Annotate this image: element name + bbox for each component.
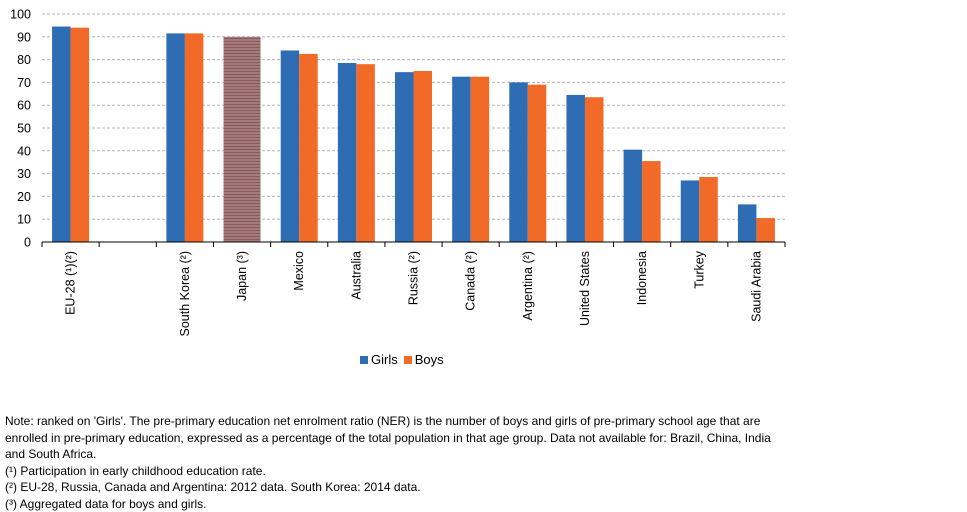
- bar-boys: [414, 71, 433, 242]
- bar-girls: [624, 150, 643, 242]
- x-axis-labels: EU-28 (¹)(²) South Korea (²) Japan (³) Mexi…: [64, 250, 764, 336]
- bar-boys: [699, 177, 718, 242]
- bar-boys: [356, 64, 375, 242]
- y-tick-label: 90: [17, 30, 31, 44]
- legend: Girls Boys: [360, 352, 450, 367]
- bar-girls: [338, 63, 357, 242]
- y-tick-label: 30: [17, 167, 31, 181]
- bar-boys: [756, 218, 775, 242]
- bar-chart: 0 10 20 30 40 50 60 70 80 90 100 EU-28 (¹)(²) South…: [0, 0, 967, 350]
- x-tick-label: Russia (²): [407, 251, 421, 305]
- x-tick-label: EU-28 (¹)(²): [64, 251, 78, 315]
- bar-aggregated: [224, 37, 261, 242]
- bar-boys: [471, 77, 490, 242]
- y-tick-label: 20: [17, 190, 31, 204]
- y-tick-label: 60: [17, 99, 31, 113]
- x-tick-label: Canada (²): [464, 251, 478, 311]
- legend-item-boys: Boys: [404, 352, 444, 367]
- y-tick-label: 50: [17, 122, 31, 136]
- note-main: Note: ranked on 'Girls'. The pre-primary…: [5, 413, 785, 463]
- x-tick-label: Japan (³): [235, 251, 249, 301]
- note-footnote-2: (²) EU-28, Russia, Canada and Argentina:…: [5, 479, 785, 496]
- bar-girls: [395, 72, 414, 242]
- bar-boys: [185, 33, 204, 242]
- legend-label-boys: Boys: [415, 352, 444, 367]
- y-tick-label: 40: [17, 144, 31, 158]
- bar-girls: [566, 95, 585, 242]
- bar-boys: [642, 161, 661, 242]
- bar-boys: [528, 85, 547, 242]
- bar-girls: [509, 82, 528, 242]
- bar-girls: [52, 27, 70, 242]
- x-tick-label: South Korea (²): [178, 251, 192, 336]
- x-tick-label: Australia: [349, 251, 363, 300]
- bar-girls: [738, 204, 757, 242]
- x-tick-label: Saudi Arabia: [749, 251, 763, 322]
- x-tick-label: Argentina (²): [521, 251, 535, 320]
- x-tick-label: Turkey: [692, 250, 706, 288]
- y-tick-label: 80: [17, 53, 31, 67]
- y-tick-label: 100: [10, 8, 31, 22]
- x-tick-label: Indonesia: [635, 251, 649, 305]
- note-footnote-1: (¹) Participation in early childhood edu…: [5, 463, 785, 480]
- legend-item-girls: Girls: [360, 352, 398, 367]
- x-tick-label: Mexico: [292, 251, 306, 291]
- chart-notes: Note: ranked on 'Girls'. The pre-primary…: [5, 413, 785, 512]
- y-tick-label: 10: [17, 213, 31, 227]
- bar-boys: [71, 28, 90, 242]
- y-tick-label: 70: [17, 76, 31, 90]
- bar-boys: [585, 97, 604, 242]
- y-axis-ticks: 0 10 20 30 40 50 60 70 80 90 100: [10, 8, 31, 250]
- legend-swatch-girls: [360, 356, 368, 364]
- x-tick-label: United States: [578, 251, 592, 326]
- y-tick-label: 0: [24, 236, 31, 250]
- bar-boys: [299, 54, 318, 242]
- bar-girls: [452, 77, 471, 242]
- legend-label-girls: Girls: [371, 352, 398, 367]
- bar-girls: [166, 33, 185, 242]
- bar-girls: [681, 180, 700, 242]
- legend-swatch-boys: [404, 356, 412, 364]
- bar-girls: [281, 50, 300, 242]
